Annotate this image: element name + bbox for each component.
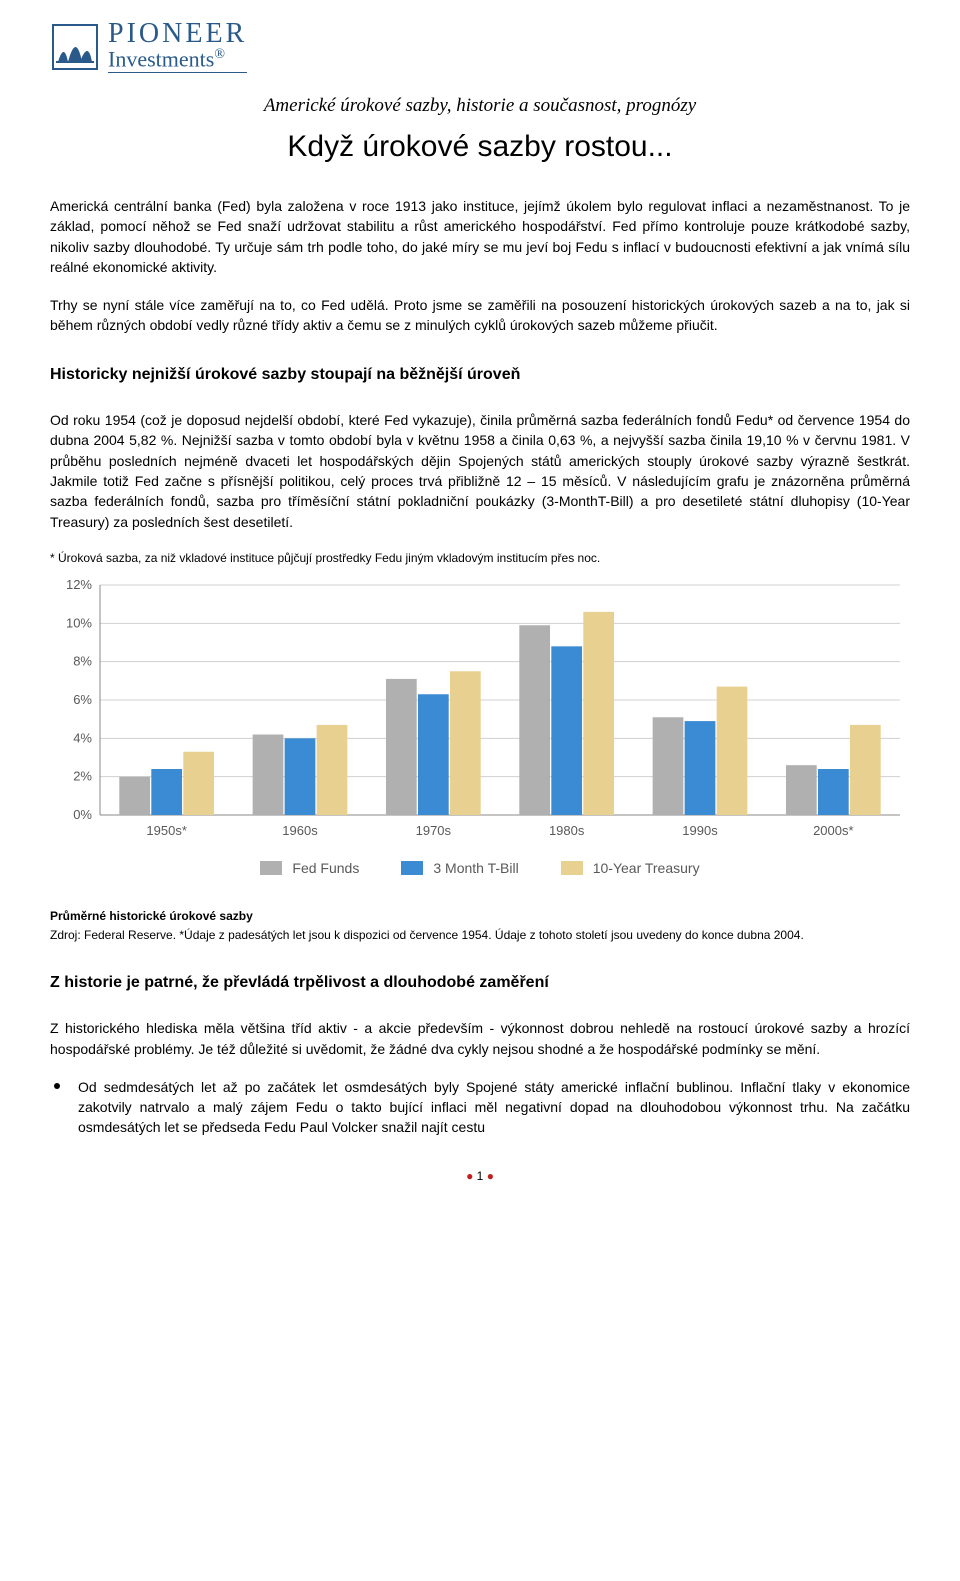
pioneer-logo-icon bbox=[50, 22, 100, 72]
bullet-text: Od sedmdesátých let až po začátek let os… bbox=[78, 1077, 910, 1138]
rates-bar-chart: 0% 2% 4% 6% 8% 10% 12% 1950s* 1960s 1970s 1980s 199… bbox=[50, 575, 910, 845]
svg-text:2000s*: 2000s* bbox=[813, 823, 853, 838]
svg-text:1950s*: 1950s* bbox=[146, 823, 186, 838]
section2-para: Z historického hlediska měla většina tří… bbox=[50, 1018, 910, 1059]
page-subtitle: Americké úrokové sazby, historie a souča… bbox=[50, 93, 910, 120]
chart-caption-title: Průměrné historické úrokové sazby bbox=[50, 908, 910, 925]
intro-para-1: Americká centrální banka (Fed) byla zalo… bbox=[50, 196, 910, 277]
legend-label: 3 Month T-Bill bbox=[433, 859, 518, 879]
chart-legend: Fed Funds 3 Month T-Bill 10-Year Treasur… bbox=[50, 859, 910, 879]
svg-text:1990s: 1990s bbox=[682, 823, 718, 838]
logo-line2: Investments® bbox=[108, 48, 247, 73]
page-footer: ● 1 ● bbox=[50, 1168, 910, 1185]
legend-label: Fed Funds bbox=[292, 859, 359, 879]
logo-text: PIONEER Investments® bbox=[108, 20, 247, 73]
legend-swatch bbox=[561, 861, 583, 875]
section-heading-2: Z historie je patrné, že převládá trpěli… bbox=[50, 972, 910, 994]
section-heading-1: Historicky nejnižší úrokové sazby stoupa… bbox=[50, 364, 910, 386]
svg-text:1960s: 1960s bbox=[282, 823, 318, 838]
svg-text:6%: 6% bbox=[73, 692, 92, 707]
legend-item-tbill: 3 Month T-Bill bbox=[401, 859, 518, 879]
legend-swatch bbox=[401, 861, 423, 875]
page-number: 1 bbox=[477, 1169, 484, 1183]
bullet-item-1: Od sedmdesátých let až po začátek let os… bbox=[50, 1077, 910, 1138]
svg-text:10%: 10% bbox=[66, 615, 92, 630]
svg-text:4%: 4% bbox=[73, 730, 92, 745]
svg-text:12%: 12% bbox=[66, 577, 92, 592]
intro-para-2: Trhy se nyní stále více zaměřují na to, … bbox=[50, 295, 910, 336]
bullet-list: Od sedmdesátých let až po začátek let os… bbox=[50, 1077, 910, 1138]
svg-text:1970s: 1970s bbox=[416, 823, 452, 838]
svg-text:8%: 8% bbox=[73, 653, 92, 668]
bullet-dot-icon bbox=[54, 1083, 60, 1089]
legend-label: 10-Year Treasury bbox=[593, 859, 700, 879]
legend-swatch bbox=[260, 861, 282, 875]
logo: PIONEER Investments® bbox=[50, 20, 910, 73]
footer-dot-icon: ● bbox=[466, 1169, 473, 1183]
legend-item-treasury: 10-Year Treasury bbox=[561, 859, 700, 879]
footer-dot-icon: ● bbox=[487, 1169, 494, 1183]
logo-line1: PIONEER bbox=[108, 20, 247, 48]
footnote-rate: * Úroková sazba, za niž vkladové institu… bbox=[50, 550, 910, 567]
svg-text:1980s: 1980s bbox=[549, 823, 585, 838]
bar-chart-svg: 0% 2% 4% 6% 8% 10% 12% 1950s* 1960s 1970s 1980s 199… bbox=[50, 575, 910, 845]
page-title: Když úrokové sazby rostou... bbox=[50, 126, 910, 168]
legend-item-fedfunds: Fed Funds bbox=[260, 859, 359, 879]
chart-caption-source: Zdroj: Federal Reserve. *Údaje z padesát… bbox=[50, 927, 910, 944]
svg-text:2%: 2% bbox=[73, 768, 92, 783]
section1-para: Od roku 1954 (což je doposud nejdelší ob… bbox=[50, 410, 910, 532]
svg-text:0%: 0% bbox=[73, 807, 92, 822]
